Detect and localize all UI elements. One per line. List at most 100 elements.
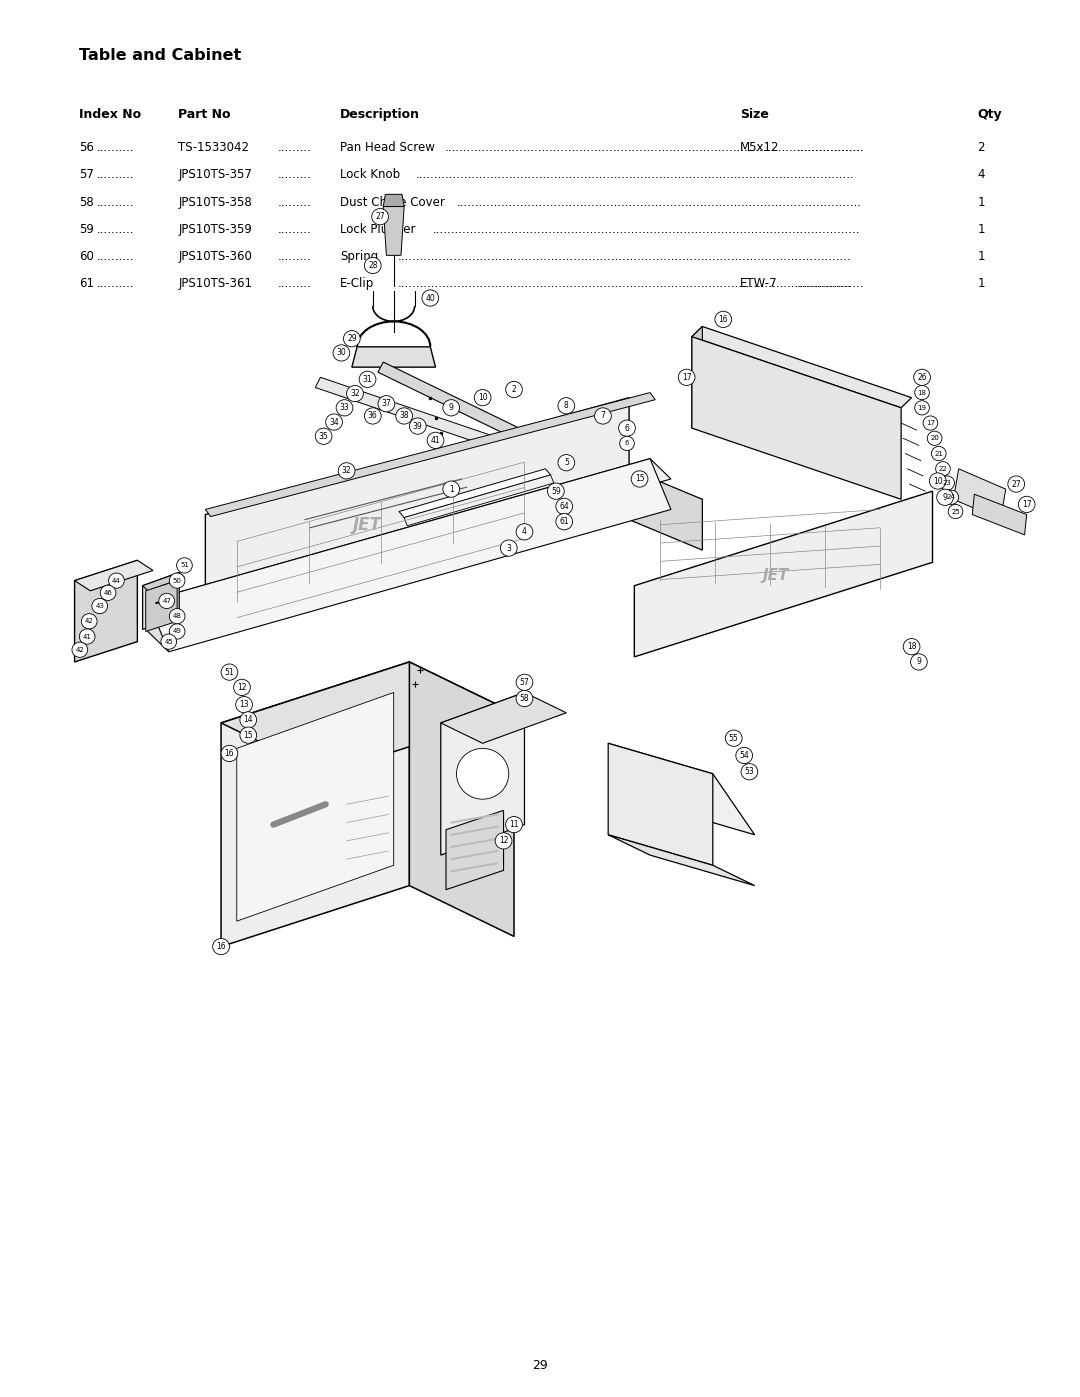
- Circle shape: [92, 598, 108, 613]
- Text: 58: 58: [519, 694, 529, 703]
- Text: 55: 55: [729, 733, 739, 743]
- Polygon shape: [143, 573, 179, 630]
- Circle shape: [72, 643, 87, 658]
- Text: Dust Chute Cover: Dust Chute Cover: [340, 196, 445, 208]
- Circle shape: [505, 816, 523, 833]
- Circle shape: [931, 447, 946, 461]
- Text: ..................: ..................: [797, 277, 865, 291]
- Circle shape: [914, 369, 931, 386]
- Text: .........: .........: [278, 196, 311, 208]
- Text: 46: 46: [104, 590, 112, 597]
- Polygon shape: [954, 469, 1005, 520]
- Circle shape: [81, 613, 97, 629]
- Circle shape: [177, 557, 192, 573]
- Text: 48: 48: [173, 613, 181, 619]
- Circle shape: [726, 731, 742, 746]
- Circle shape: [715, 312, 731, 327]
- Text: 53: 53: [744, 767, 754, 777]
- Circle shape: [516, 690, 532, 707]
- Text: Table and Cabinet: Table and Cabinet: [79, 49, 241, 63]
- Text: 17: 17: [681, 373, 691, 381]
- Circle shape: [500, 541, 517, 556]
- Text: 16: 16: [718, 314, 728, 324]
- Circle shape: [558, 398, 575, 414]
- Text: 4: 4: [522, 527, 527, 536]
- Text: ..........: ..........: [97, 277, 135, 291]
- Text: 61: 61: [79, 277, 94, 291]
- Circle shape: [213, 939, 229, 954]
- Text: Lock Knob: Lock Knob: [340, 168, 401, 182]
- Polygon shape: [972, 495, 1027, 535]
- Text: Part No: Part No: [178, 108, 231, 120]
- Circle shape: [619, 420, 635, 436]
- Polygon shape: [441, 693, 566, 743]
- Text: 1: 1: [977, 224, 985, 236]
- Polygon shape: [146, 581, 177, 631]
- Circle shape: [516, 675, 532, 690]
- Circle shape: [516, 524, 532, 541]
- Circle shape: [935, 461, 950, 476]
- Text: 16: 16: [216, 942, 226, 951]
- Text: 45: 45: [164, 638, 173, 644]
- Text: 8: 8: [564, 401, 569, 411]
- Text: 20: 20: [930, 436, 939, 441]
- Text: ETW-7: ETW-7: [740, 277, 778, 291]
- Text: JPS10TS-357: JPS10TS-357: [178, 168, 252, 182]
- Text: 27: 27: [1011, 479, 1021, 489]
- Text: 16: 16: [225, 749, 234, 759]
- Polygon shape: [75, 560, 137, 662]
- Text: JET: JET: [353, 515, 382, 534]
- Text: E-Clip: E-Clip: [340, 277, 375, 291]
- Text: M5x12: M5x12: [740, 141, 780, 154]
- Text: TS-1533042: TS-1533042: [178, 141, 249, 154]
- Text: JET: JET: [762, 569, 788, 583]
- Text: 32: 32: [341, 467, 351, 475]
- Text: ..........: ..........: [97, 141, 135, 154]
- Circle shape: [910, 654, 928, 671]
- Text: 6: 6: [624, 423, 630, 433]
- Text: 38: 38: [400, 412, 409, 420]
- Circle shape: [428, 432, 444, 448]
- Text: 51: 51: [180, 563, 189, 569]
- Circle shape: [409, 418, 427, 434]
- Polygon shape: [446, 810, 503, 890]
- Text: Description: Description: [340, 108, 420, 120]
- Polygon shape: [75, 560, 153, 591]
- Text: ................................................................................: ........................................…: [397, 277, 851, 291]
- Circle shape: [915, 386, 930, 400]
- Text: ................................................................................: ........................................…: [457, 196, 862, 208]
- Text: Index No: Index No: [79, 108, 141, 120]
- Circle shape: [558, 454, 575, 471]
- Circle shape: [170, 609, 185, 624]
- Circle shape: [159, 594, 175, 609]
- Circle shape: [948, 504, 963, 518]
- Text: 29: 29: [532, 1359, 548, 1372]
- Text: ..................: ..................: [797, 141, 865, 154]
- Circle shape: [372, 208, 389, 225]
- Text: 37: 37: [381, 400, 391, 408]
- Text: 12: 12: [499, 837, 509, 845]
- Text: 18: 18: [907, 643, 916, 651]
- Text: 50: 50: [173, 577, 181, 584]
- Text: JPS10TS-358: JPS10TS-358: [178, 196, 252, 208]
- Text: 11: 11: [510, 820, 518, 828]
- Text: 30: 30: [337, 348, 347, 358]
- Circle shape: [378, 395, 395, 412]
- Text: 40: 40: [426, 293, 435, 303]
- Text: 18: 18: [918, 390, 927, 395]
- Text: Spring: Spring: [340, 250, 378, 263]
- Text: 1: 1: [977, 196, 985, 208]
- Polygon shape: [404, 475, 554, 525]
- Polygon shape: [608, 743, 755, 835]
- Circle shape: [343, 331, 361, 346]
- Text: ................................................................................: ........................................…: [415, 168, 854, 182]
- Text: 61: 61: [559, 517, 569, 527]
- Polygon shape: [205, 393, 656, 517]
- Text: 41: 41: [83, 633, 92, 640]
- Circle shape: [903, 638, 920, 655]
- Text: 31: 31: [363, 374, 373, 384]
- Text: 22: 22: [939, 465, 947, 472]
- Text: 41: 41: [431, 436, 441, 444]
- Text: 15: 15: [243, 731, 253, 739]
- Circle shape: [364, 257, 381, 274]
